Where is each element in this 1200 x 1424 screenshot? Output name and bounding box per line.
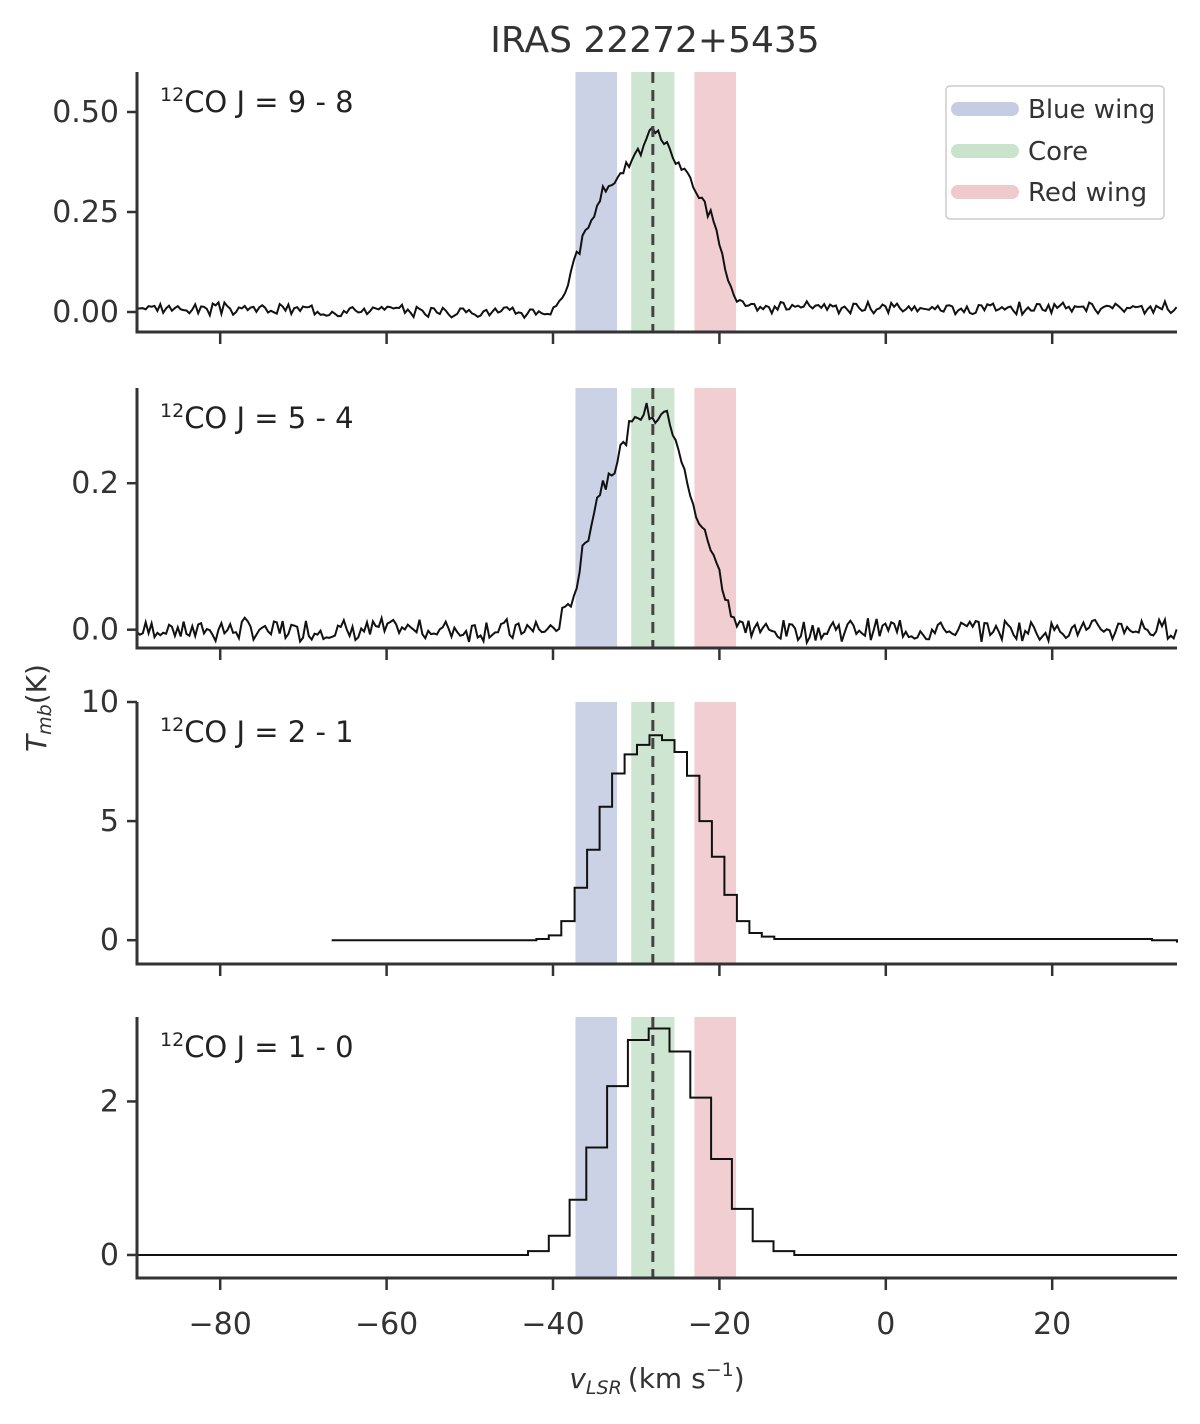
x-tick-label: 0 [876,1307,895,1342]
panel-label-transition: CO J = 2 - 1 [184,715,353,749]
band-red-wing [694,1017,737,1278]
spectrum-line [331,734,1178,943]
panel-3: 0 5 10 12CO J = 2 - 1 [81,685,1178,976]
panel-label: 12CO J = 2 - 1 [160,714,354,749]
band-red-wing [694,72,737,332]
y-tick-label: 0.2 [71,466,119,501]
y-tick-label: 0 [100,923,119,958]
panel-label-transition: CO J = 5 - 4 [184,401,353,435]
y-tick-label: 0.50 [52,95,119,130]
panel-label-isotope: 12 [160,714,184,736]
panel-label: 12CO J = 5 - 4 [160,400,354,435]
spectrum-line [136,402,1178,646]
y-tick-label: 0.25 [52,195,119,230]
panel-label: 12CO J = 9 - 8 [160,84,354,119]
x-tick-label: −20 [688,1307,751,1342]
y-tick-label: 0 [100,1238,119,1273]
legend: Blue wing Core Red wing [945,85,1165,220]
panel-label-transition: CO J = 1 - 0 [184,1030,353,1064]
x-axis-title: vLSR (km s−1) [569,1359,744,1399]
band-red-wing [694,702,737,964]
y-tick-label: 10 [81,685,119,720]
panel-1: 0.00 0.25 0.50 12CO J = 9 - 8 [52,72,1178,344]
band-blue-wing [575,388,618,648]
x-tick-label: −80 [189,1307,252,1342]
y-tick-label: 0.0 [71,613,119,648]
legend-label-blue-wing: Blue wing [1028,95,1155,125]
spectrum-line [136,125,1178,320]
panel-4: 0 2 −80 −60 −40 −20 0 20 12CO J = 1 - 0 [100,1017,1177,1342]
band-blue-wing [575,72,618,332]
band-blue-wing [575,702,618,964]
spectrum-line [137,1027,1177,1256]
panel-label-transition: CO J = 9 - 8 [184,85,353,119]
legend-label-core: Core [1028,137,1088,167]
x-tick-label: −60 [355,1307,418,1342]
panel-2: 0.0 0.2 12CO J = 5 - 4 [71,388,1178,660]
panel-label-isotope: 12 [160,400,184,422]
legend-label-red-wing: Red wing [1028,178,1147,208]
x-tick-label: 20 [1033,1307,1071,1342]
panel-label-isotope: 12 [160,84,184,106]
x-tick-label: −40 [521,1307,584,1342]
y-tick-label: 0.00 [52,295,119,330]
y-tick-label: 5 [100,804,119,839]
y-axis-title: Tmb(K) [20,664,56,752]
y-tick-label: 2 [100,1084,119,1119]
panel-label-isotope: 12 [160,1029,184,1051]
panel-label: 12CO J = 1 - 0 [160,1029,354,1064]
chart-title: IRAS 22272+5435 [490,20,819,61]
